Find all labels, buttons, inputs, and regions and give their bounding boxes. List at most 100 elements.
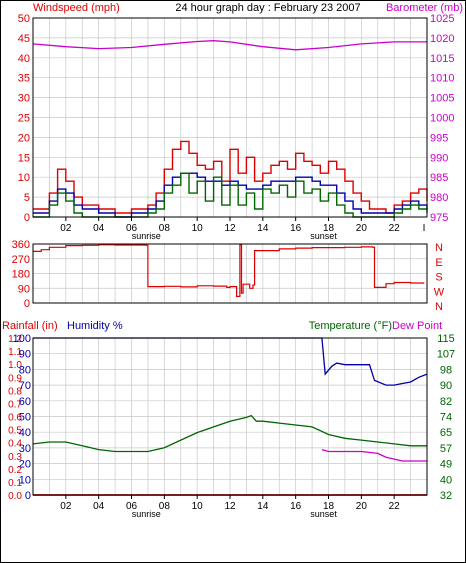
rainfall-tick-label: 1.2 [8, 334, 22, 345]
temperature-tick-label: 32 [440, 490, 452, 502]
x-tick-label: 20 [356, 501, 368, 512]
gust-series-line [33, 140, 428, 214]
x-tick-label: 10 [192, 501, 204, 512]
x-tick-label: 06 [126, 223, 138, 234]
humidity-tick-label: 70 [19, 380, 31, 392]
rainfall-tick-label: 0.0 [8, 491, 22, 502]
rainfall-tick-label: 0.1 [8, 478, 22, 489]
end-tick-label: I [423, 223, 426, 234]
x-tick-label: 10 [192, 223, 204, 234]
compass-label: N [435, 301, 443, 313]
wind-direction-series-line [33, 244, 425, 297]
rainfall-axis-label: Rainfall (in) [2, 320, 58, 332]
x-tick-label: 14 [257, 223, 269, 234]
windspeed-tick-label: 40 [18, 53, 30, 65]
humidity-tick-label: 0 [25, 490, 31, 502]
windspeed-tick-label: 20 [18, 132, 30, 144]
sunset-annotation: sunset [310, 231, 337, 241]
x-tick-label: 18 [323, 501, 335, 512]
sunset-annotation: sunset [310, 509, 337, 519]
humidity-tick-label: 30 [19, 443, 31, 455]
barometer-tick-label: 975 [430, 212, 448, 224]
humidity-tick-label: 20 [19, 459, 31, 471]
windspeed-tick-label: 5 [24, 192, 30, 204]
x-tick-label: 16 [290, 501, 302, 512]
x-tick-label: 22 [389, 223, 401, 234]
humidity-tick-label: 50 [19, 412, 31, 424]
temperature-tick-label: 90 [440, 380, 452, 392]
plot-frame [32, 243, 428, 304]
x-tick-label: 18 [323, 223, 335, 234]
humidity-axis-label: Humidity % [67, 320, 123, 332]
barometer-tick-label: 985 [430, 172, 448, 184]
temperature-tick-label: 98 [440, 364, 452, 376]
temperature-tick-label: 115 [437, 333, 455, 345]
barometer-tick-label: 1010 [430, 73, 454, 85]
rainfall-tick-label: 0.9 [8, 373, 22, 384]
x-tick-label: 04 [93, 223, 105, 234]
humidity-tick-label: 60 [19, 396, 31, 408]
humidity-tick-label: 100 [13, 333, 31, 345]
x-tick-label: 12 [224, 223, 236, 234]
humidity-temperature-panel: 0.0 0.1 0.2 0.3 0.4 0.5 0.6 0.7 0.8 0.9 1.0 1.1 1.2 0… [8, 333, 455, 519]
direction-tick-label: 180 [12, 269, 30, 281]
direction-tick-label: 0 [24, 298, 30, 310]
humidity-tick-label: 80 [19, 364, 31, 376]
direction-tick-label: 270 [12, 254, 30, 266]
wind-barometer-panel: 0510152025303540455097598098599099510001… [18, 13, 455, 241]
compass-label: W [434, 286, 445, 298]
rainfall-tick-label: 0.3 [8, 452, 22, 463]
windspeed-tick-label: 45 [18, 33, 30, 45]
x-tick-label: 02 [60, 501, 72, 512]
rainfall-tick-label: 0.8 [8, 386, 22, 397]
humidity-tick-label: 90 [19, 349, 31, 361]
windspeed-tick-label: 35 [18, 73, 30, 85]
sunrise-annotation: sunrise [132, 231, 161, 241]
x-tick-label: 08 [159, 223, 171, 234]
barometer-series-line [32, 40, 427, 51]
x-tick-label: 04 [93, 501, 105, 512]
rainfall-tick-label: 0.2 [8, 465, 22, 476]
windspeed-axis-label: Windspeed (mph) [33, 2, 120, 14]
x-tick-label: 12 [224, 501, 236, 512]
barometer-axis-label: Barometer (mb) [386, 2, 463, 14]
rainfall-tick-label: 1.0 [8, 360, 22, 371]
barometer-tick-label: 1005 [430, 93, 454, 105]
windspeed-tick-label: 10 [18, 172, 30, 184]
direction-tick-label: 90 [18, 283, 30, 295]
rainfall-tick-label: 0.4 [8, 439, 22, 450]
x-tick-label: 20 [356, 223, 368, 234]
x-tick-label: 06 [126, 501, 138, 512]
chart-title: 24 hour graph day : February 23 2007 [175, 2, 360, 14]
windspeed-tick-label: 50 [18, 13, 30, 25]
humidity-series-line [33, 337, 428, 386]
temperature-tick-label: 40 [440, 474, 452, 486]
barometer-tick-label: 980 [430, 192, 448, 204]
x-tick-label: 22 [389, 501, 401, 512]
humidity-tick-label: 40 [19, 427, 31, 439]
temperature-tick-label: 107 [437, 349, 455, 361]
temperature-tick-label: 49 [440, 459, 452, 471]
temperature-tick-label: 82 [440, 396, 452, 408]
x-tick-label: 08 [159, 501, 171, 512]
temperature-series-line [32, 414, 427, 453]
x-tick-label: 14 [257, 501, 269, 512]
temperature-tick-label: 65 [440, 427, 452, 439]
compass-label: N [435, 242, 443, 254]
windspeed-tick-label: 30 [18, 93, 30, 105]
temperature-tick-label: 74 [440, 412, 452, 424]
direction-tick-label: 360 [12, 239, 30, 251]
rainfall-tick-label: 1.1 [8, 347, 22, 358]
x-tick-label: 02 [60, 223, 72, 234]
rainfall-tick-label: 0.5 [8, 426, 22, 437]
windspeed-tick-label: 0 [24, 212, 30, 224]
sunrise-annotation: sunrise [132, 509, 161, 519]
barometer-tick-label: 1000 [430, 113, 454, 125]
barometer-tick-label: 1015 [430, 53, 454, 65]
barometer-tick-label: 1020 [430, 33, 454, 45]
temperature-axis-label: Temperature (°F) [309, 320, 392, 332]
